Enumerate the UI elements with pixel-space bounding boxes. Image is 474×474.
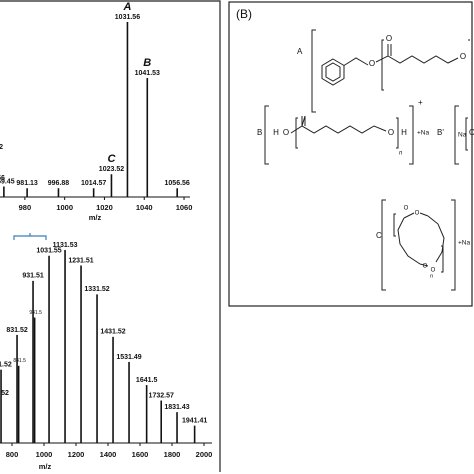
peak-label: 1941.41 (182, 417, 207, 424)
ion: +Na (417, 130, 429, 137)
peak-label: 964.56 (0, 175, 5, 182)
annotation: 52 (1, 390, 9, 397)
atom: H (273, 128, 279, 137)
peak-label: 1041.53 (135, 70, 160, 77)
x-tick-label: 800 (6, 450, 19, 459)
atom: O (404, 206, 409, 212)
x-tick-label: 1000 (56, 203, 73, 212)
peak-label: 731.52 (0, 362, 12, 369)
peak-label: 841.5 (13, 358, 26, 364)
peak-label: 1831.43 (164, 404, 189, 411)
annotation: B (143, 57, 151, 69)
peak-label: 1031.56 (115, 14, 140, 21)
panel-label: (B) (236, 7, 252, 21)
annotation: C (107, 153, 116, 165)
atom: O (469, 128, 474, 137)
peak-label: 1732.57 (149, 392, 174, 399)
peak-label: 831.52 (6, 327, 28, 334)
atom: O (423, 264, 428, 270)
peak-label: 1031.55 (36, 248, 61, 255)
peak-label: 969.45 (0, 178, 15, 185)
x-tick-label: 980 (19, 203, 32, 212)
x-tick-label: 1800 (164, 450, 181, 459)
subscript: n (399, 151, 403, 157)
peak-label: 1056.56 (165, 180, 190, 187)
structure-c (381, 199, 456, 291)
structure-label: B (257, 128, 262, 137)
atom: Na (458, 132, 467, 139)
structure-label: C (376, 231, 382, 240)
x-tick-label: 1200 (68, 450, 85, 459)
x-tick-label: 1600 (132, 450, 149, 459)
atom: H (401, 128, 407, 137)
panel-a-frame (0, 0, 221, 472)
peak-label: 1331.52 (84, 286, 109, 293)
x-tick-label: 2000 (196, 450, 213, 459)
structure-label: A (297, 47, 303, 56)
peak-label: 1014.57 (81, 180, 106, 187)
peak-label: 1431.52 (100, 329, 125, 336)
peak-label: 1641.5 (136, 377, 158, 384)
peak-label: 981.13 (16, 180, 38, 187)
peak-label: 941.5 (29, 310, 42, 316)
atom: O (431, 268, 436, 274)
x-axis-label: m/z (39, 462, 52, 471)
annotation: A (122, 1, 131, 13)
peak-label: 1023.52 (99, 166, 124, 173)
peak-label: 1531.49 (116, 354, 141, 361)
peak-label: 996.88 (48, 180, 70, 187)
peak-label: 1131.53 (53, 242, 78, 249)
x-tick-label: 1040 (136, 203, 153, 212)
atom: O (460, 52, 466, 61)
ion: +Na (458, 240, 470, 247)
bracket (13, 233, 47, 240)
x-tick-label: 1020 (96, 203, 113, 212)
subscript: n (430, 273, 433, 279)
structure-label: B' (437, 128, 444, 137)
atom: O (388, 128, 394, 137)
structure-a (311, 29, 470, 113)
atom: O (415, 211, 420, 217)
peak-label: 931.51 (22, 273, 44, 280)
annotation: 2 (0, 144, 3, 151)
x-axis-label: m/z (89, 213, 102, 222)
atom: O (386, 34, 392, 43)
x-tick-label: 1060 (176, 203, 193, 212)
charge: + (418, 98, 423, 107)
structure-b (264, 105, 414, 165)
panel-b-frame (228, 1, 473, 307)
x-tick-label: 1400 (100, 450, 117, 459)
x-tick-label: 1000 (36, 450, 53, 459)
peak-label: 1231.51 (68, 257, 93, 264)
structure-b-prime (454, 105, 468, 165)
atom: O (283, 128, 289, 137)
atom: O (369, 59, 375, 68)
